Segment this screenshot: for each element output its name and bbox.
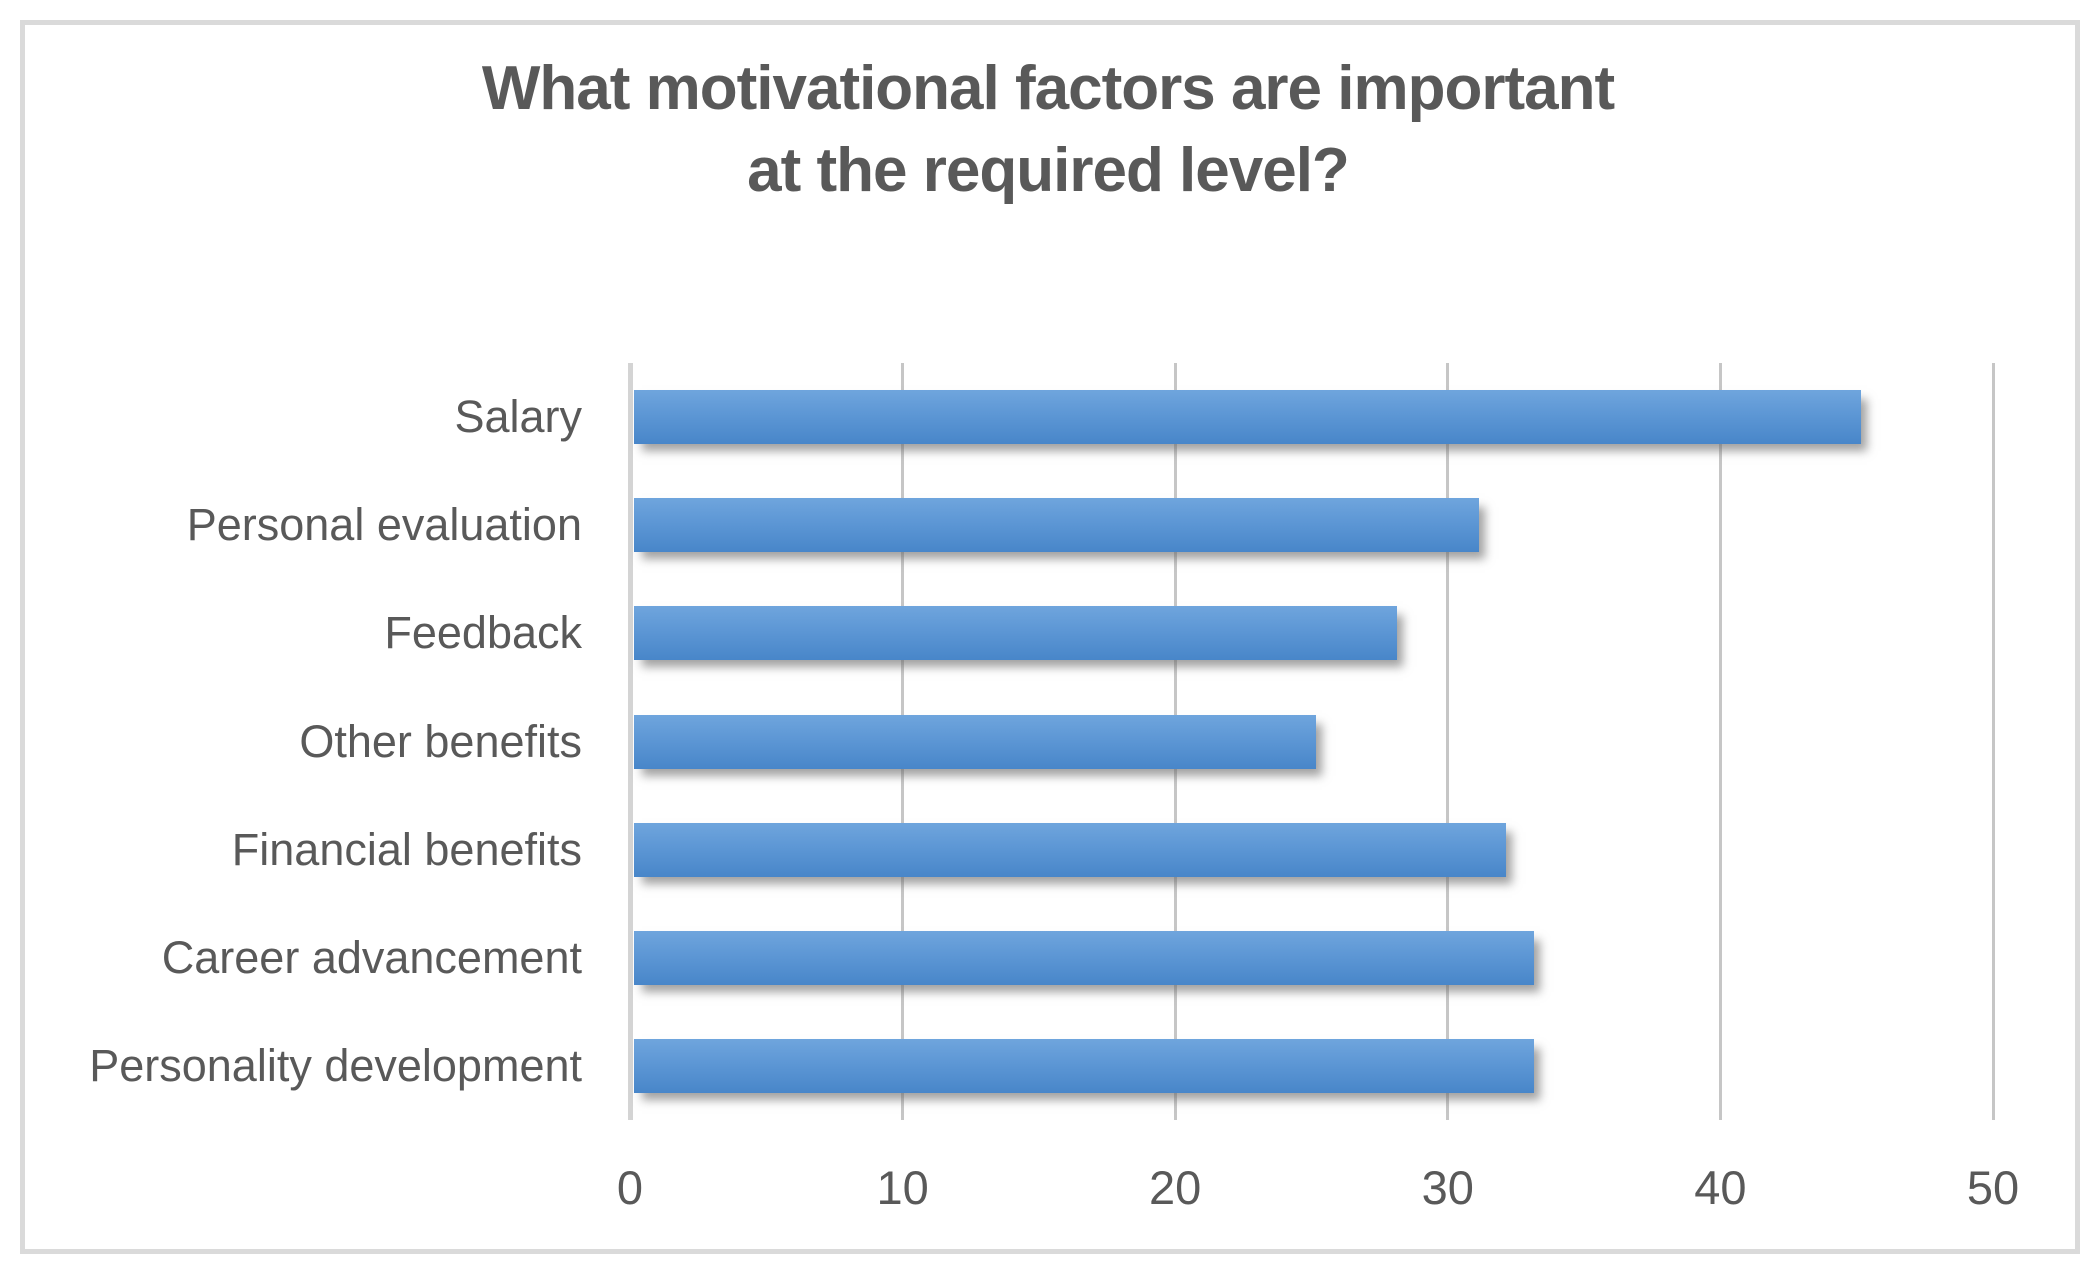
category-label-financial-benefits: Financial benefits [231, 823, 582, 875]
bar-financial-benefits [634, 822, 1507, 877]
x-tick-label-20: 20 [1149, 1161, 1202, 1214]
category-axis: Salary Personal evaluation Feedback Other b… [0, 363, 606, 1120]
bar-personal-evaluation [634, 498, 1480, 553]
chart-title-line1: What motivational factors are important [481, 54, 1615, 123]
x-tick-label-50: 50 [1966, 1161, 2020, 1214]
x-tick-label-0: 0 [616, 1161, 644, 1214]
x-tick-label-10: 10 [876, 1161, 929, 1214]
x-tick-label-40: 40 [1694, 1161, 1747, 1214]
category-label-salary: Salary [454, 391, 582, 443]
bar-career-advancement [634, 930, 1534, 985]
category-label-feedback: Feedback [384, 607, 582, 659]
gridline-0 [627, 363, 633, 1120]
category-label-personality-development: Personality development [89, 1039, 582, 1091]
category-label-personal-evaluation: Personal evaluation [186, 499, 582, 551]
gridline-30 [1446, 363, 1450, 1120]
category-label-career-advancement: Career advancement [161, 931, 582, 983]
bar-salary [634, 390, 1861, 445]
bar-personality-development [634, 1038, 1534, 1093]
chart-title: What motivational factors are important … [0, 48, 2096, 213]
category-label-other-benefits: Other benefits [299, 715, 582, 767]
gridline-50 [1991, 363, 1995, 1120]
bar-feedback [634, 606, 1398, 661]
plot-area [627, 363, 1995, 1120]
value-axis: 0 10 20 30 40 50 [0, 1158, 2096, 1228]
gridline-40 [1718, 363, 1722, 1120]
chart-title-line2: at the required level? [747, 136, 1350, 206]
x-tick-label-30: 30 [1421, 1161, 1474, 1214]
bar-other-benefits [634, 714, 1316, 769]
